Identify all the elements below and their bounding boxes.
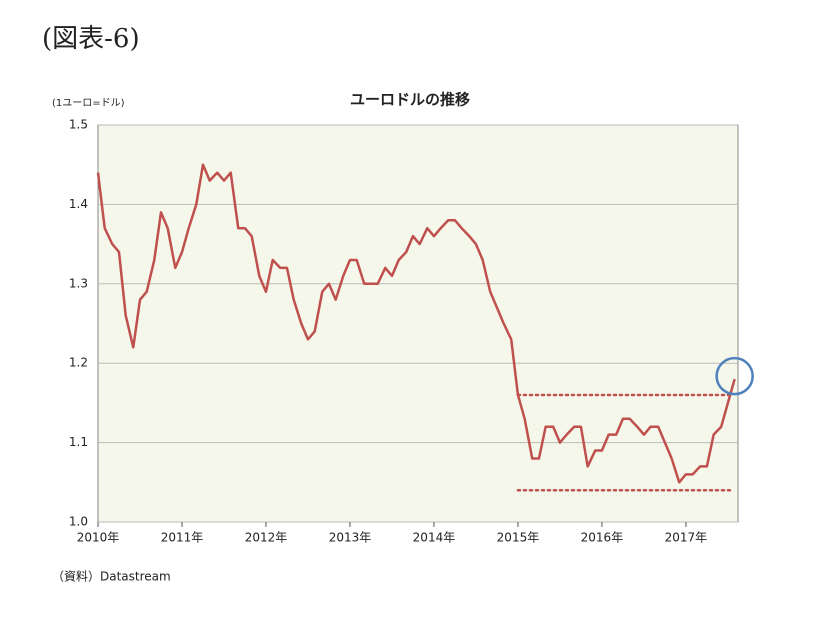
x-tick-label: 2010年 [77, 531, 120, 545]
y-tick-label: 1.0 [69, 515, 88, 529]
chart-title: ユーロドルの推移 [350, 91, 470, 109]
x-tick-label: 2014年 [413, 531, 456, 545]
y-tick-label: 1.3 [69, 276, 88, 290]
y-tick-label: 1.1 [69, 435, 88, 449]
y-tick-label: 1.2 [69, 356, 88, 370]
x-tick-label: 2017年 [665, 531, 708, 545]
y-axis-label: (1ユーロ=ドル) [52, 98, 125, 109]
x-tick-label: 2012年 [245, 531, 288, 545]
y-tick-label: 1.4 [69, 197, 88, 211]
line-series [96, 163, 736, 484]
header: (図表-6) [42, 24, 140, 54]
x-tick-label: 2015年 [497, 531, 540, 545]
source: （資料）Datastream [52, 570, 171, 584]
plot-area [97, 124, 739, 523]
x-tick-label: 2016年 [581, 531, 624, 545]
y-tick-label: 1.5 [69, 118, 88, 132]
x-tick-label: 2013年 [329, 531, 372, 545]
highlight-circle [715, 356, 754, 396]
x-tick-label: 2011年 [161, 531, 204, 545]
